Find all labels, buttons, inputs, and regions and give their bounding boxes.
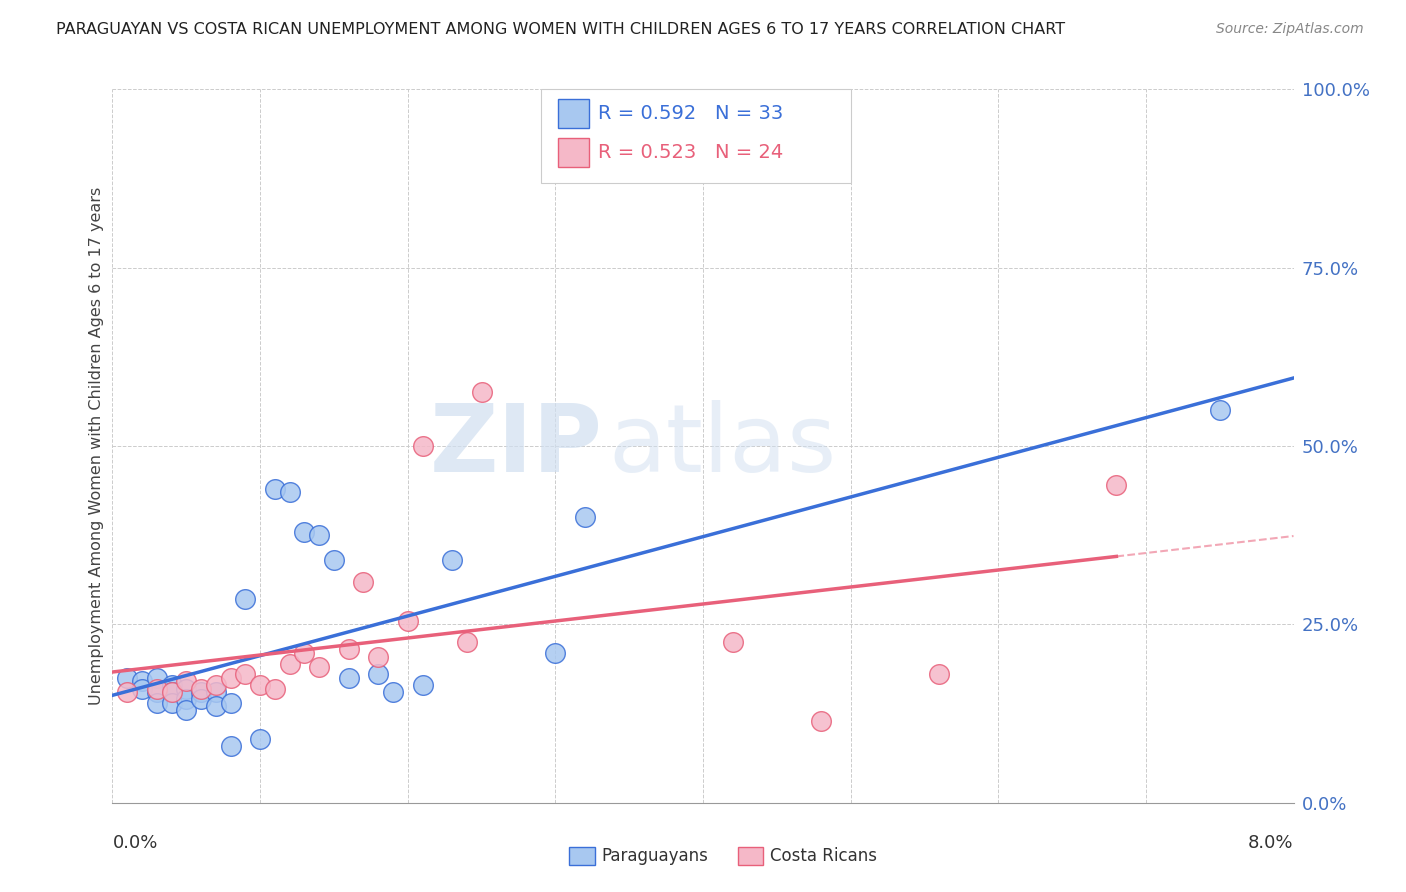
Point <box>249 731 271 746</box>
Point <box>146 681 169 696</box>
Text: atlas: atlas <box>609 400 837 492</box>
Point <box>810 714 832 728</box>
Point <box>233 592 256 607</box>
Point <box>264 482 287 496</box>
Point <box>278 657 301 671</box>
Point <box>1208 403 1232 417</box>
Point <box>367 649 389 664</box>
Point <box>574 510 596 524</box>
Point <box>190 692 212 706</box>
Point <box>233 667 256 681</box>
Point <box>412 439 434 453</box>
Text: 8.0%: 8.0% <box>1249 834 1294 852</box>
Point <box>249 678 271 692</box>
Point <box>190 681 212 696</box>
Point <box>219 696 242 710</box>
Point <box>219 739 242 753</box>
Point <box>205 699 228 714</box>
Point <box>456 635 478 649</box>
Point <box>441 553 464 567</box>
Point <box>337 671 360 685</box>
Point <box>174 692 197 706</box>
Text: R = 0.592   N = 33: R = 0.592 N = 33 <box>598 103 783 123</box>
Point <box>292 646 315 660</box>
Point <box>367 667 389 681</box>
Point <box>146 696 169 710</box>
Point <box>292 524 315 539</box>
Point <box>471 385 494 400</box>
Point <box>308 528 330 542</box>
Point <box>174 681 197 696</box>
Text: Paraguayans: Paraguayans <box>602 847 709 865</box>
Point <box>323 553 346 567</box>
Text: Costa Ricans: Costa Ricans <box>770 847 877 865</box>
Point <box>174 703 197 717</box>
Point <box>131 681 153 696</box>
Text: R = 0.523   N = 24: R = 0.523 N = 24 <box>598 143 783 162</box>
Point <box>160 696 183 710</box>
Point <box>146 671 169 685</box>
Point <box>205 685 228 699</box>
Point <box>117 671 138 685</box>
Point <box>412 678 434 692</box>
Point <box>544 646 567 660</box>
Point <box>160 685 183 699</box>
Y-axis label: Unemployment Among Women with Children Ages 6 to 17 years: Unemployment Among Women with Children A… <box>89 187 104 705</box>
Point <box>160 685 183 699</box>
Point <box>337 642 360 657</box>
Point <box>278 485 301 500</box>
Point <box>721 635 744 649</box>
Text: ZIP: ZIP <box>430 400 603 492</box>
Point <box>117 685 138 699</box>
Point <box>174 674 197 689</box>
Text: Source: ZipAtlas.com: Source: ZipAtlas.com <box>1216 22 1364 37</box>
Point <box>264 681 287 696</box>
Point <box>352 574 374 589</box>
Point <box>928 667 950 681</box>
Point <box>190 685 212 699</box>
Point <box>396 614 419 628</box>
Point <box>205 678 228 692</box>
Point <box>308 660 330 674</box>
Point <box>146 685 169 699</box>
Text: PARAGUAYAN VS COSTA RICAN UNEMPLOYMENT AMONG WOMEN WITH CHILDREN AGES 6 TO 17 YE: PARAGUAYAN VS COSTA RICAN UNEMPLOYMENT A… <box>56 22 1066 37</box>
Point <box>131 674 153 689</box>
Point <box>1105 478 1128 492</box>
Point <box>382 685 405 699</box>
Point <box>219 671 242 685</box>
Point <box>160 678 183 692</box>
Text: 0.0%: 0.0% <box>112 834 157 852</box>
